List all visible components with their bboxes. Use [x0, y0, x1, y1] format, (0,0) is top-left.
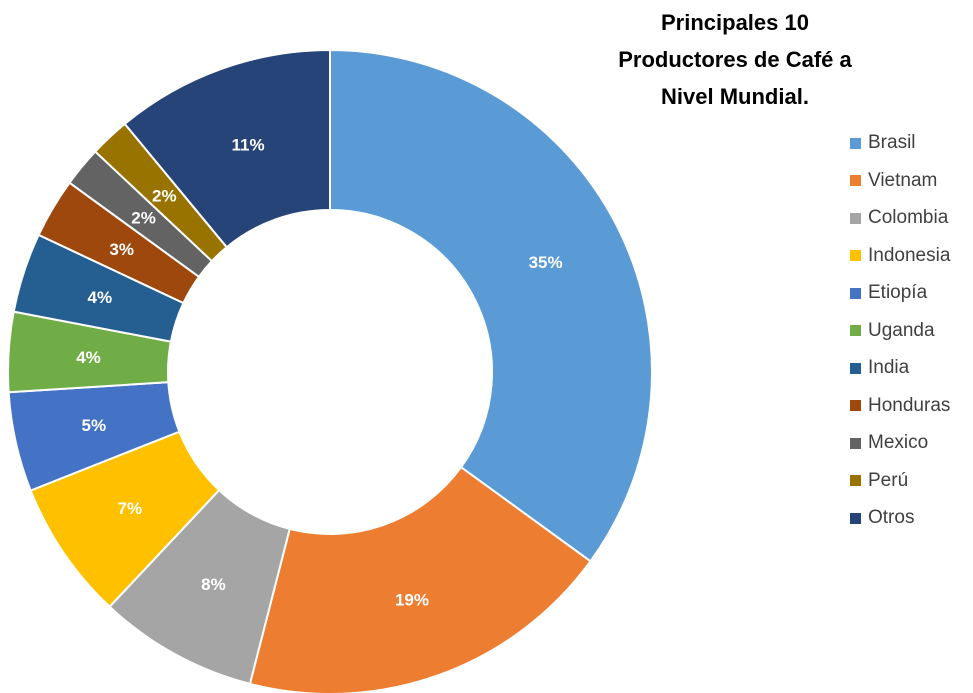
legend-item-mexico: Mexico: [850, 431, 950, 455]
legend-item-brasil: Brasil: [850, 131, 950, 155]
legend-label: Otros: [868, 507, 915, 528]
legend-label: India: [868, 357, 910, 378]
legend-swatch: [850, 250, 861, 261]
legend-item-indonesia: Indonesia: [850, 244, 950, 268]
legend-swatch: [850, 175, 861, 186]
slice-brasil: [329, 48, 653, 563]
slice-label-colombia: 8%: [201, 575, 226, 594]
legend-label: Vietnam: [868, 169, 938, 191]
slice-label-india: 4%: [88, 288, 113, 307]
legend-swatch: [850, 212, 861, 224]
legend-swatch: [850, 137, 861, 149]
slice-label-brasil: 35%: [529, 253, 563, 272]
slice-label-uganda: 4%: [76, 348, 101, 367]
slice-label-perú: 2%: [152, 187, 177, 206]
legend-swatch: [850, 475, 861, 486]
legend-label: Perú: [868, 469, 909, 491]
chart-legend: Brasil Vietnam Colombia Indonesia Etiopía Uga…: [850, 131, 950, 544]
legend-item-vietnam: Vietnam: [850, 169, 950, 193]
legend-label: Brasil: [868, 132, 916, 153]
slice-otros: [123, 48, 331, 249]
slice-label-mexico: 2%: [131, 209, 156, 228]
legend-item-india: India: [850, 356, 950, 380]
chart-title: Principales 10 Productores de Café a Niv…: [560, 4, 910, 115]
slice-label-etiopía: 5%: [82, 416, 107, 435]
legend-label: Honduras: [868, 394, 951, 416]
legend-swatch: [850, 325, 861, 336]
legend-item-etiopía: Etiopía: [850, 281, 950, 305]
legend-swatch: [850, 512, 861, 524]
slice-label-honduras: 3%: [109, 240, 134, 259]
legend-item-honduras: Honduras: [850, 394, 950, 418]
legend-label: Colombia: [868, 207, 949, 228]
legend-label: Uganda: [868, 319, 935, 341]
slice-label-otros: 11%: [231, 135, 264, 154]
slice-label-indonesia: 7%: [118, 499, 143, 518]
chart-title-line-2: Productores de Café a: [618, 47, 852, 72]
legend-item-otros: Otros: [850, 506, 950, 530]
legend-item-perú: Perú: [850, 469, 950, 493]
slice-label-vietnam: 19%: [395, 591, 429, 610]
donut-chart: 35% 19% 8% 7% 5% 4% 4% 3% 2% 2% 11%: [7, 48, 653, 693]
legend-swatch: [850, 287, 861, 299]
legend-swatch: [850, 400, 861, 411]
legend-item-colombia: Colombia: [850, 206, 950, 230]
legend-swatch: [850, 437, 861, 449]
legend-label: Indonesia: [868, 244, 951, 266]
legend-item-uganda: Uganda: [850, 319, 950, 343]
legend-label: Mexico: [868, 432, 929, 453]
legend-swatch: [850, 362, 861, 374]
legend-label: Etiopía: [868, 282, 928, 303]
slice-vietnam: [248, 465, 592, 693]
chart-title-line-3: Nivel Mundial.: [661, 84, 809, 109]
chart-title-line-1: Principales 10: [661, 10, 809, 35]
